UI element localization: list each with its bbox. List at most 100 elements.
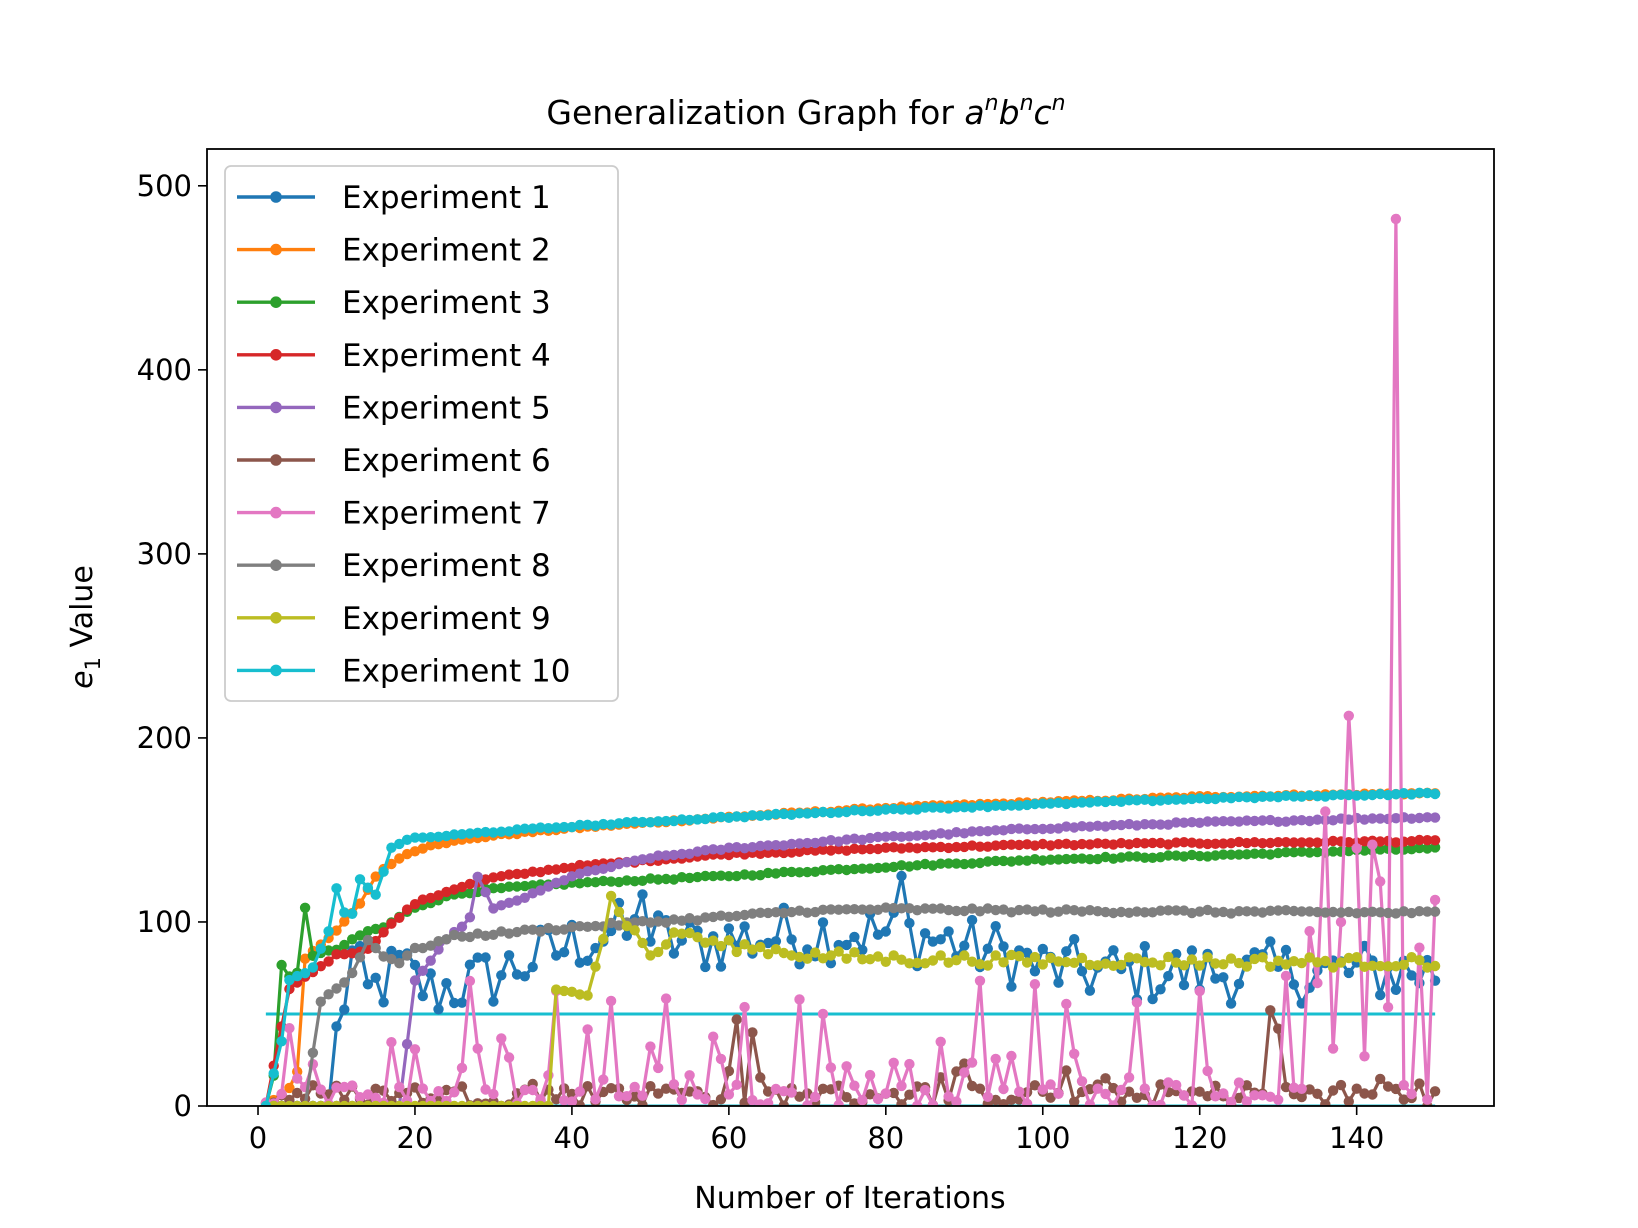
data-point <box>582 1024 593 1035</box>
data-point <box>841 1061 852 1072</box>
data-point <box>676 872 687 883</box>
data-point <box>660 850 672 861</box>
data-point <box>394 838 405 850</box>
data-point <box>433 831 444 842</box>
data-point <box>1406 970 1417 981</box>
data-point <box>1014 904 1025 916</box>
data-point <box>299 968 311 979</box>
data-point <box>755 870 766 881</box>
data-point <box>1186 849 1198 861</box>
data-point <box>857 1095 868 1106</box>
data-point <box>849 833 860 844</box>
data-point <box>323 1100 334 1106</box>
data-point <box>786 866 797 878</box>
data-point <box>433 1086 444 1097</box>
data-point <box>731 910 742 922</box>
data-point <box>409 1044 421 1055</box>
data-point <box>1194 793 1205 804</box>
data-point <box>1202 1065 1213 1077</box>
data-point <box>1265 791 1276 802</box>
data-point <box>409 832 421 843</box>
data-point <box>786 809 797 820</box>
data-point <box>1304 1084 1315 1095</box>
data-point <box>1273 837 1284 848</box>
data-point <box>943 926 954 937</box>
data-point <box>974 800 986 811</box>
data-point <box>1343 952 1355 964</box>
data-point <box>1429 788 1441 800</box>
legend-item: Experiment 8 <box>237 548 551 584</box>
data-point <box>888 842 899 853</box>
data-point <box>653 850 664 861</box>
data-point <box>472 928 483 939</box>
data-point <box>935 802 946 813</box>
data-point <box>1123 839 1135 850</box>
chart-title-sup-b: n <box>1020 91 1034 116</box>
data-point <box>1406 844 1417 855</box>
data-point <box>927 1099 939 1106</box>
data-point <box>770 847 782 858</box>
data-point <box>1045 798 1056 809</box>
data-point <box>1006 949 1017 961</box>
data-point <box>1327 815 1339 826</box>
data-point <box>872 929 884 940</box>
data-point <box>1390 837 1402 848</box>
data-point <box>307 1047 319 1059</box>
data-point <box>637 916 648 927</box>
data-point <box>637 1099 648 1106</box>
data-point <box>943 842 954 854</box>
data-point <box>1218 1088 1229 1099</box>
data-point <box>417 942 428 954</box>
data-point <box>574 1100 585 1106</box>
data-point <box>347 1080 358 1091</box>
data-point <box>1194 906 1205 917</box>
data-point <box>1163 905 1174 916</box>
data-point <box>935 950 946 961</box>
data-point <box>1155 960 1166 971</box>
data-point <box>825 904 837 915</box>
data-point <box>456 881 468 893</box>
data-point <box>817 1008 829 1020</box>
data-point <box>1100 851 1111 863</box>
data-point <box>425 1100 436 1106</box>
data-point <box>1178 979 1190 991</box>
data-point <box>802 944 813 955</box>
data-point <box>825 835 837 846</box>
data-point <box>1100 958 1111 969</box>
data-point <box>1225 953 1237 964</box>
data-point <box>1375 876 1386 887</box>
data-point <box>1382 961 1394 972</box>
data-point <box>864 1089 876 1100</box>
data-point <box>582 819 593 830</box>
data-point <box>841 904 852 915</box>
data-point <box>1359 836 1370 847</box>
data-point <box>888 950 899 961</box>
data-point <box>880 956 891 967</box>
data-point <box>959 828 970 839</box>
data-point <box>605 861 617 873</box>
data-point <box>1351 952 1362 963</box>
data-point <box>951 905 962 917</box>
data-point <box>1061 1065 1072 1076</box>
data-point <box>605 876 617 887</box>
data-point <box>331 883 342 894</box>
data-point <box>959 905 970 917</box>
data-point <box>590 865 601 876</box>
data-point <box>535 885 546 896</box>
data-point <box>1116 959 1127 971</box>
data-point <box>488 872 499 883</box>
data-point <box>551 822 562 833</box>
data-point <box>982 943 993 954</box>
data-point <box>912 843 923 854</box>
data-point <box>354 1100 366 1106</box>
data-point <box>1021 1098 1033 1106</box>
data-point <box>574 868 585 879</box>
data-point <box>456 1081 468 1092</box>
data-point <box>802 808 813 819</box>
data-point <box>456 921 468 932</box>
data-point <box>1218 838 1229 849</box>
data-point <box>966 826 978 837</box>
data-point <box>378 927 389 938</box>
data-point <box>1029 840 1041 851</box>
data-point <box>449 884 460 895</box>
